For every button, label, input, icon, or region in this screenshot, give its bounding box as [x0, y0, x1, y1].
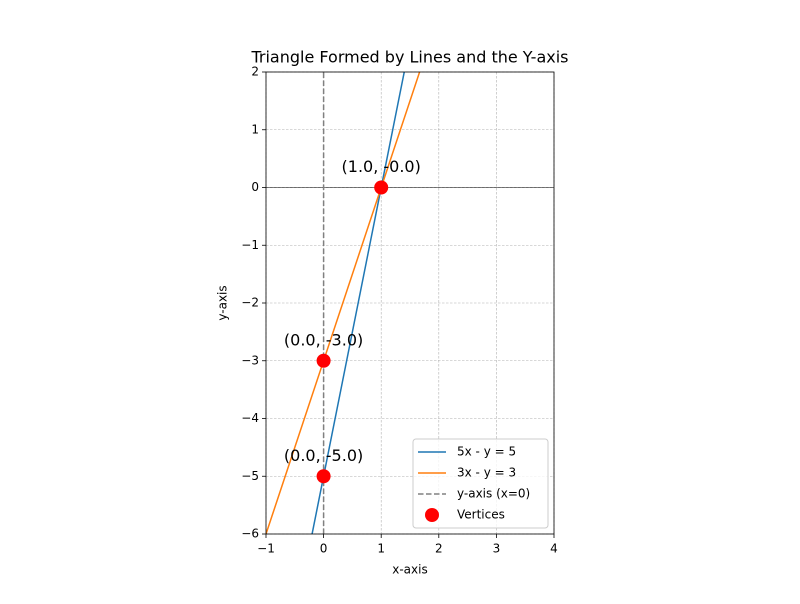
vertex-point — [316, 353, 331, 368]
y-tick-label: −6 — [241, 527, 259, 541]
x-tick-label: 0 — [320, 542, 328, 556]
y-tick-label: 0 — [251, 180, 259, 194]
legend-label: 5x - y = 5 — [457, 445, 516, 459]
y-axis-label: y-axis — [216, 285, 230, 320]
x-tick-label: 3 — [493, 542, 501, 556]
plot-area — [266, 72, 554, 534]
y-tick-label: −1 — [241, 238, 259, 252]
vertex-point — [316, 469, 331, 484]
x-tick-label: 2 — [435, 542, 443, 556]
y-tick-label: −2 — [241, 296, 259, 310]
y-tick-label: −5 — [241, 469, 259, 483]
legend-label: 3x - y = 3 — [457, 466, 516, 480]
y-tick-label: 1 — [251, 122, 259, 136]
x-tick-label: 4 — [550, 542, 558, 556]
axes-frame — [265, 71, 555, 535]
y-tick-label: −4 — [241, 411, 259, 425]
y-tick-label: −3 — [241, 353, 259, 367]
x-tick-label: 1 — [377, 542, 385, 556]
vertex-point — [374, 180, 389, 195]
y-tick-label: 2 — [251, 65, 259, 79]
point-label: (0.0, -5.0) — [284, 446, 363, 465]
legend-marker — [425, 508, 439, 522]
x-axis-label: x-axis — [392, 563, 427, 577]
point-label: (0.0, -3.0) — [284, 330, 363, 349]
legend-label: Vertices — [457, 508, 505, 522]
chart-title: Triangle Formed by Lines and the Y-axis — [250, 48, 568, 67]
line — [266, 72, 421, 534]
legend-label: y-axis (x=0) — [457, 487, 530, 501]
point-label: (1.0, -0.0) — [342, 157, 421, 176]
line — [311, 72, 406, 534]
legend-box — [412, 438, 549, 529]
x-tick-label: −1 — [257, 542, 275, 556]
